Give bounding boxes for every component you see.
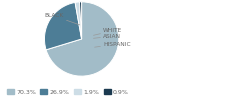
Wedge shape <box>46 2 119 76</box>
Wedge shape <box>79 2 82 39</box>
Legend: 70.3%, 26.9%, 1.9%, 0.9%: 70.3%, 26.9%, 1.9%, 0.9% <box>6 87 130 96</box>
Wedge shape <box>44 2 82 50</box>
Text: BLACK: BLACK <box>45 14 80 25</box>
Wedge shape <box>75 2 82 39</box>
Text: WHITE: WHITE <box>94 28 122 35</box>
Text: HISPANIC: HISPANIC <box>95 42 131 47</box>
Text: ASIAN: ASIAN <box>94 34 121 39</box>
